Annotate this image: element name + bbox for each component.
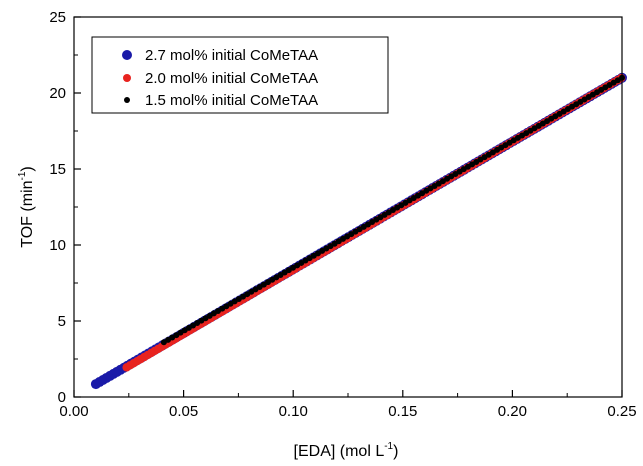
x-tick-label: 0.25 — [607, 403, 636, 420]
axis-ticks: 0.00 0.05 0.10 0.15 0.20 0.25 0 5 10 15 20 25 — [49, 9, 636, 420]
y-tick-label: 10 — [49, 237, 66, 254]
legend-box — [91, 36, 389, 114]
x-tick-label: 0.15 — [388, 403, 417, 420]
y-tick-label: 0 — [58, 389, 66, 406]
series-2 — [160, 74, 625, 346]
y-tick-label: 25 — [49, 9, 66, 26]
y-tick-label: 5 — [58, 313, 66, 330]
y-axis-label: TOF (min-1) — [17, 166, 36, 248]
legend-label-2.0: 2.0 mol% initial CoMeTAA — [145, 70, 318, 87]
x-axis-label: [EDA] (mol L-1) — [294, 441, 399, 460]
y-tick-label: 20 — [49, 85, 66, 102]
x-tick-label: 0.05 — [169, 403, 198, 420]
x-tick-label: 0.00 — [59, 403, 88, 420]
legend-marker-2.7 — [122, 50, 132, 60]
plot-area — [90, 72, 627, 390]
x-tick-label: 0.20 — [498, 403, 527, 420]
x-tick-label: 0.10 — [279, 403, 308, 420]
legend-marker-2.0 — [123, 74, 131, 82]
legend-label-2.7: 2.7 mol% initial CoMeTAA — [145, 47, 318, 64]
y-tick-label: 15 — [49, 161, 66, 178]
legend-marker-1.5 — [124, 97, 130, 103]
legend: 2.7 mol% initial CoMeTAA 2.0 mol% initia… — [91, 36, 389, 114]
legend-label-1.5: 1.5 mol% initial CoMeTAA — [145, 92, 318, 109]
